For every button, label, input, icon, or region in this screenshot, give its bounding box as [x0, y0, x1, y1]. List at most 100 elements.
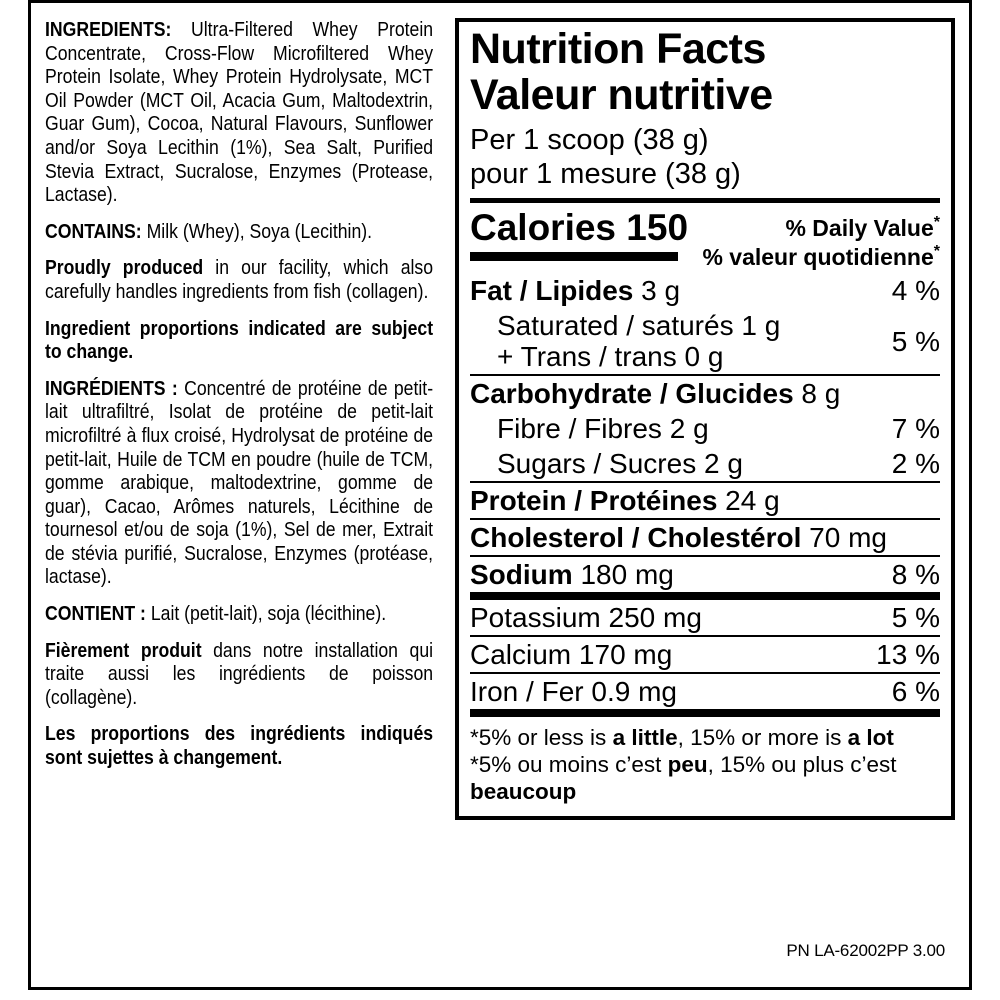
paragraph-lead: CONTAINS: [45, 220, 147, 243]
nutrient-row-protein: Protein / Protéines 24 g [470, 483, 940, 520]
nutrient-lines: Iron / Fer 0.9 mg [470, 676, 884, 707]
daily-value-header: % Daily Value* % valeur quotidienne* [702, 208, 940, 269]
nutrient-lines: Fat / Lipides 3 g [470, 275, 884, 306]
nutrient-row-carbohydrate: Carbohydrate / Glucides 8 g [470, 376, 940, 411]
nutrient-lines: Cholesterol / Cholestérol 70 mg [470, 522, 932, 553]
footnote-bold-term: a lot [847, 725, 894, 750]
paragraph-ingredients-en: INGREDIENTS: Ultra-Filtered Whey Protein… [45, 19, 434, 207]
paragraph-proportions-en: Ingredient proportions indicated are sub… [45, 317, 434, 364]
paragraph-lead: Fièrement produit [45, 639, 214, 662]
nutrient-lines: Calcium 170 mg [470, 639, 868, 670]
nutrition-facts-panel: Nutrition Facts Valeur nutritive Per 1 s… [455, 18, 955, 820]
nutrient-row-cholesterol: Cholesterol / Cholestérol 70 mg [470, 520, 940, 557]
nft-title-en: Nutrition Facts [470, 25, 766, 73]
nutrient-line: Fat / Lipides 3 g [470, 275, 681, 306]
footnotes: *5% or less is a little, 15% or more is … [470, 724, 940, 805]
calories-label: Calories [470, 207, 617, 248]
paragraph-lead: Proudly produced [45, 257, 216, 280]
serving-size-fr: pour 1 mesure (38 g) [470, 158, 741, 190]
nutrient-line: Sugars / Sucres 2 g [497, 448, 743, 479]
nutrient-name: Sodium [470, 559, 573, 590]
nutrient-row-calcium: Calcium 170 mg 13 % [470, 637, 940, 674]
nutrient-line: Sodium 180 mg [470, 559, 674, 590]
asterisk: * [933, 243, 940, 260]
paragraph-contains-en: CONTAINS: Milk (Whey), Soya (Lecithin). [45, 220, 373, 243]
nutrient-daily-value: 2 % [891, 448, 940, 479]
paragraph-facility-fr: Fièrement produit dans notre installatio… [45, 639, 434, 709]
nutrient-name: Fibre / Fibres [497, 413, 662, 444]
paragraph-lead: INGRÉDIENTS : [45, 377, 185, 400]
nutrient-line: Calcium 170 mg [470, 639, 673, 670]
nutrient-lines: Saturated / saturés 1 g + Trans / trans 0… [470, 310, 884, 372]
nutrient-name: Potassium [470, 602, 601, 633]
nutrient-daily-value: 4 % [891, 275, 940, 306]
paragraph-lead: CONTIENT : [45, 603, 151, 626]
paragraph-facility-en: Proudly produced in our facility, which … [45, 257, 434, 303]
calories-value: 150 [626, 207, 689, 248]
nutrient-name: Carbohydrate / Glucides [470, 378, 794, 409]
nutrient-row-saturated-trans: Saturated / saturés 1 g + Trans / trans 0… [470, 308, 940, 376]
nutrient-lines: Sodium 180 mg [470, 559, 884, 590]
footnote-text: *5% or less is [470, 725, 613, 750]
nutrient-lines: Fibre / Fibres 2 g [470, 413, 884, 444]
nutrient-name: Saturated / saturés [497, 310, 734, 341]
nutrient-name: Iron / Fer [470, 676, 584, 707]
serving-divider-rule [470, 198, 940, 203]
serving-size-en: Per 1 scoop (38 g) [470, 124, 709, 156]
nutrient-row-iron: Iron / Fer 0.9 mg 6 % [470, 674, 940, 717]
nutrient-row-sugars: Sugars / Sucres 2 g 2 % [470, 446, 940, 483]
nutrient-row-fibre: Fibre / Fibres 2 g 7 % [470, 411, 940, 446]
daily-value-header-en: % Daily Value* [785, 214, 940, 241]
footnote-en: *5% or less is a little, 15% or more is … [470, 724, 940, 751]
paragraph-contains-fr: CONTIENT : Lait (petit-lait), soja (léci… [45, 603, 387, 626]
footnote-text: , 15% or more is [677, 725, 848, 750]
footnote-text: *5% ou moins c’est [470, 752, 668, 777]
nutrient-name: Cholesterol / Cholestérol [470, 522, 802, 553]
calories-block: Calories 150 [470, 208, 688, 261]
outer-border-box: INGREDIENTS: Ultra-Filtered Whey Protein… [28, 0, 972, 990]
paragraph-ingredients-fr: INGRÉDIENTS : Concentré de protéine de p… [45, 377, 434, 589]
nutrient-line: Saturated / saturés 1 g [497, 310, 781, 341]
nutrient-line: Iron / Fer 0.9 mg [470, 676, 677, 707]
nutrient-daily-value: 6 % [891, 676, 940, 707]
nutrient-name: Calcium [470, 639, 572, 670]
daily-value-header-fr: % valeur quotidienne* [702, 243, 940, 270]
nutrient-lines: Protein / Protéines 24 g [470, 485, 932, 516]
nutrient-row-fat: Fat / Lipides 3 g 4 % [470, 273, 940, 308]
calories-line: Calories 150 [470, 208, 688, 248]
asterisk: * [933, 214, 940, 231]
ingredients-column: INGREDIENTS: Ultra-Filtered Whey Protein… [45, 19, 433, 784]
footnote-fr: *5% ou moins c’est peu, 15% ou plus c’es… [470, 751, 940, 805]
paragraph-lead: INGREDIENTS: [45, 19, 192, 41]
nutrient-daily-value: 7 % [891, 413, 940, 444]
nutrient-daily-value: 13 % [876, 639, 940, 670]
calories-row: Calories 150 % Daily Value* % valeur quo… [470, 208, 940, 269]
nft-title-fr: Valeur nutritive [470, 71, 773, 119]
nutrient-row-potassium: Potassium 250 mg 5 % [470, 600, 940, 637]
footnote-bold-term: a little [612, 725, 678, 750]
nutrient-lines: Sugars / Sucres 2 g [470, 448, 884, 479]
nutrient-name: + Trans / trans [497, 341, 677, 372]
nutrient-daily-value: 5 % [891, 325, 940, 357]
nutrient-daily-value: 8 % [891, 559, 940, 590]
nutrient-name: Fat / Lipides [470, 275, 634, 306]
nutrient-line: Fibre / Fibres 2 g [497, 413, 709, 444]
nutrient-row-sodium: Sodium 180 mg 8 % [470, 557, 940, 600]
nutrient-line: Carbohydrate / Glucides 8 g [470, 378, 841, 409]
nutrient-line: Cholesterol / Cholestérol 70 mg [470, 522, 888, 553]
calories-underline-bar [470, 252, 678, 261]
nutrient-daily-value: 5 % [891, 602, 940, 633]
footnote-text: , 15% ou plus c’est [707, 752, 897, 777]
nutrient-name: Sugars / Sucres [497, 448, 697, 479]
nutrient-lines: Potassium 250 mg [470, 602, 884, 633]
nutrient-name: Protein / Protéines [470, 485, 718, 516]
part-number: PN LA-62002PP 3.00 [786, 941, 945, 960]
footnote-bold-term: beaucoup [470, 779, 577, 804]
paragraph-proportions-fr: Les proportions des ingrédients indiqués… [45, 723, 434, 770]
nutrient-line: Potassium 250 mg [470, 602, 702, 633]
nutrient-line: Protein / Protéines 24 g [470, 485, 780, 516]
nutrient-lines: Carbohydrate / Glucides 8 g [470, 378, 932, 409]
nutrient-line: + Trans / trans 0 g [497, 341, 724, 372]
